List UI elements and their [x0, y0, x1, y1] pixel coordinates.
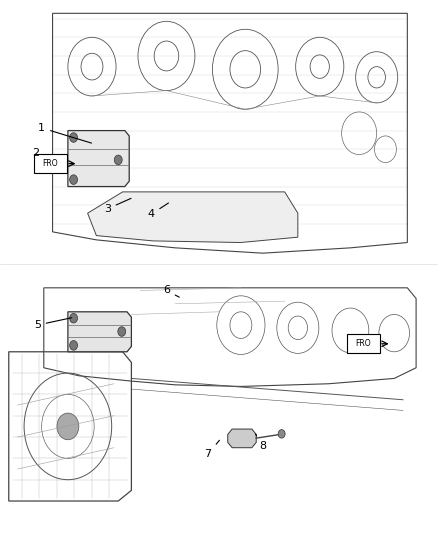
- Circle shape: [70, 133, 78, 142]
- Text: 1: 1: [38, 123, 92, 143]
- Polygon shape: [228, 429, 256, 448]
- Text: 6: 6: [163, 286, 179, 297]
- Circle shape: [278, 430, 285, 438]
- Text: FRO: FRO: [356, 340, 371, 348]
- Polygon shape: [68, 131, 129, 187]
- Text: 5: 5: [34, 318, 72, 330]
- Text: 4: 4: [148, 203, 169, 219]
- Circle shape: [57, 413, 79, 440]
- Circle shape: [70, 313, 78, 323]
- Polygon shape: [68, 312, 131, 352]
- Circle shape: [70, 175, 78, 184]
- Text: FRO: FRO: [42, 159, 58, 168]
- Text: 8: 8: [255, 434, 266, 451]
- FancyBboxPatch shape: [347, 334, 380, 353]
- Circle shape: [118, 327, 126, 336]
- Circle shape: [114, 155, 122, 165]
- FancyBboxPatch shape: [34, 154, 67, 173]
- Circle shape: [70, 341, 78, 350]
- Polygon shape: [88, 192, 298, 243]
- Text: 2: 2: [32, 148, 39, 158]
- Text: 3: 3: [104, 198, 131, 214]
- Text: 7: 7: [205, 440, 219, 459]
